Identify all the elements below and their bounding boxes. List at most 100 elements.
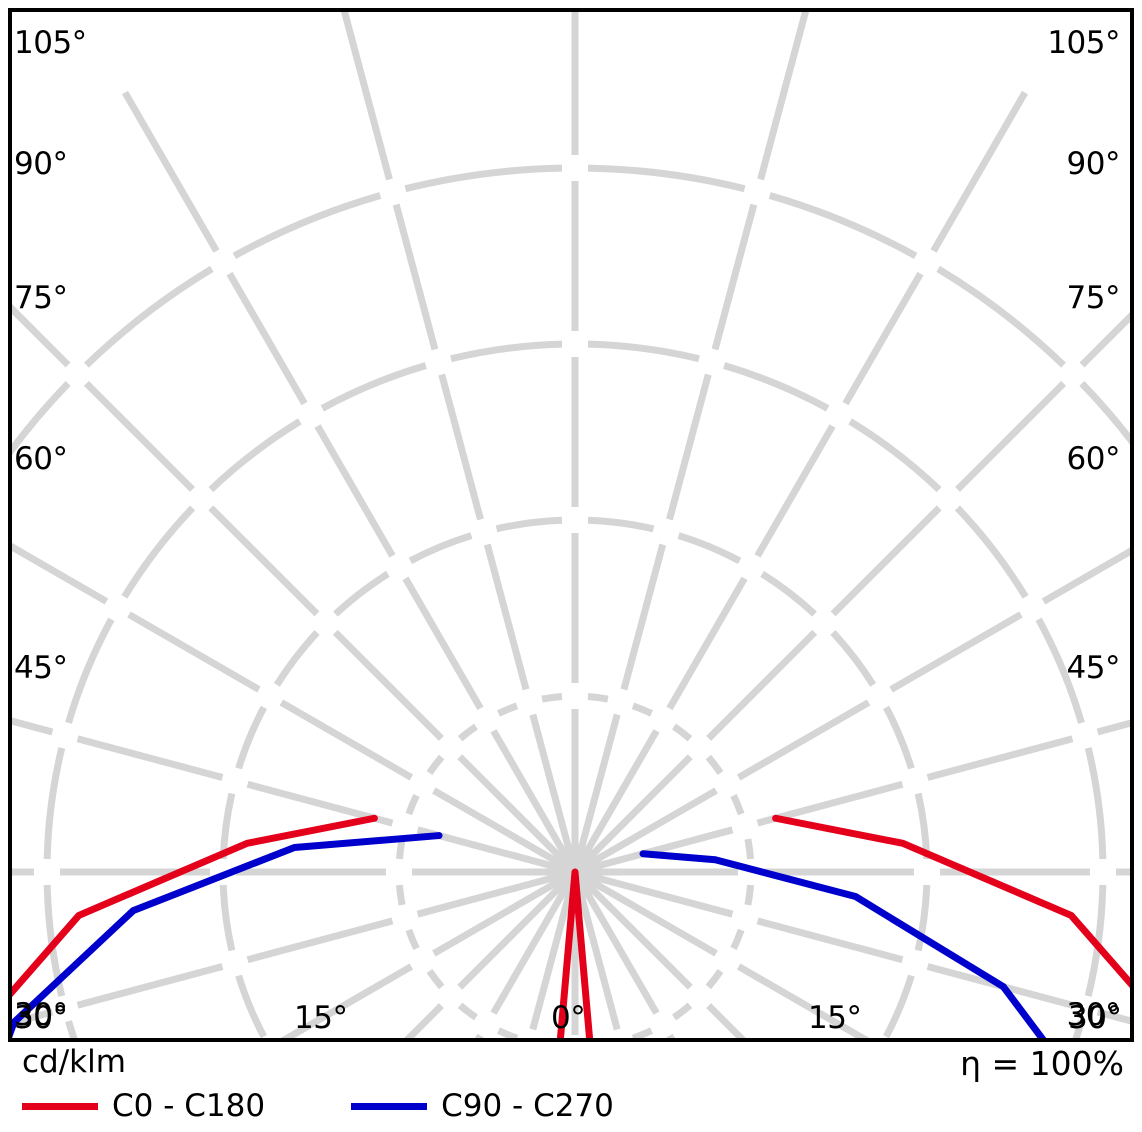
grid-ring xyxy=(333,570,390,617)
grid-ring xyxy=(587,692,609,703)
grid-ring xyxy=(830,630,877,687)
grid-ring xyxy=(43,884,66,997)
grid-spoke xyxy=(573,787,718,876)
grid-ring xyxy=(1084,747,1107,860)
grid-spoke xyxy=(457,869,578,990)
axis-label-right-90: 90° xyxy=(1066,146,1121,182)
grid-spoke xyxy=(842,271,924,406)
axis-label-left-60: 60° xyxy=(14,441,68,477)
grid-ring xyxy=(1035,617,1085,724)
polar-plot-canvas xyxy=(12,12,1130,1038)
grid-ring xyxy=(121,505,196,599)
grid-ring xyxy=(587,164,746,193)
grid-spoke xyxy=(416,826,576,876)
grid-spoke xyxy=(706,1003,746,1038)
grid-ring xyxy=(848,418,942,493)
grid-ring xyxy=(496,702,519,717)
grid-ring xyxy=(587,340,700,363)
grid-spoke xyxy=(432,868,577,957)
grid-ring xyxy=(450,340,563,363)
grid-spoke xyxy=(404,1003,444,1038)
grid-ring xyxy=(541,692,563,703)
grid-ring xyxy=(768,192,918,259)
legend-label-c90-c270: C90 - C270 xyxy=(441,1088,614,1124)
grid-ring xyxy=(495,516,563,533)
grid-spoke xyxy=(76,735,224,781)
grid-spoke xyxy=(529,713,579,873)
grid-ring xyxy=(65,617,115,724)
grid-spoke xyxy=(754,424,836,558)
legend-item-c0-c180[interactable]: C0 - C180 xyxy=(22,1088,265,1124)
legend-row: C0 - C180 C90 - C270 xyxy=(22,1088,614,1124)
legend-item-c90-c270[interactable]: C90 - C270 xyxy=(351,1088,614,1124)
grid-spoke xyxy=(574,826,734,876)
grid-spoke xyxy=(279,699,414,781)
legend-label-c0-c180: C0 - C180 xyxy=(112,1088,266,1124)
grid-ring xyxy=(43,747,66,860)
grid-ring xyxy=(723,362,830,412)
polar-series-group xyxy=(12,814,1130,1038)
polar-grid xyxy=(12,12,1130,1038)
grid-ring xyxy=(395,884,406,906)
grid-ring xyxy=(457,723,478,742)
grid-spoke xyxy=(127,611,261,693)
grid-spoke xyxy=(490,870,579,1015)
grid-spoke xyxy=(620,543,667,691)
grid-ring xyxy=(84,265,214,368)
grid-ring xyxy=(457,1002,478,1021)
grid-spoke xyxy=(121,90,220,253)
grid-spoke xyxy=(457,754,578,875)
grid-spoke xyxy=(392,203,439,351)
grid-ring xyxy=(496,1027,519,1038)
grid-spoke xyxy=(666,373,712,521)
grid-ring xyxy=(405,928,420,951)
grid-ring xyxy=(235,705,267,770)
grid-spoke xyxy=(1079,312,1130,368)
grid-spoke xyxy=(926,735,1074,781)
grid-spoke xyxy=(1041,547,1130,605)
grid-ring xyxy=(631,1027,654,1038)
axis-label-right-30: 30° xyxy=(1066,997,1121,1033)
grid-ring xyxy=(730,793,745,816)
grid-spoke xyxy=(226,271,308,406)
axis-label-bottom-0: 0° xyxy=(551,1000,586,1036)
grid-ring xyxy=(677,532,742,564)
grid-spoke xyxy=(706,629,818,741)
grid-spoke xyxy=(1096,719,1130,736)
grid-ring xyxy=(914,884,931,952)
legend-swatch-red-icon xyxy=(22,1102,98,1110)
axis-label-left-45: 45° xyxy=(14,650,68,686)
grid-spoke xyxy=(711,203,758,351)
grid-ring xyxy=(1079,381,1130,445)
grid-spoke xyxy=(12,304,71,368)
grid-ring xyxy=(631,702,654,717)
axis-label-bottom-30-right: 30° xyxy=(1068,1000,1122,1036)
axis-label-left-30: 30° xyxy=(14,997,68,1033)
efficiency-label: η = 100% xyxy=(960,1044,1124,1083)
grid-spoke xyxy=(756,917,904,964)
unit-label: cd/klm xyxy=(22,1044,126,1080)
grid-ring xyxy=(405,793,420,816)
grid-spoke xyxy=(757,12,810,181)
grid-spoke xyxy=(332,629,444,741)
grid-ring xyxy=(1084,884,1107,997)
grid-spoke xyxy=(76,963,224,1009)
grid-ring xyxy=(208,418,302,493)
legend-area: cd/klm η = 100% C0 - C180 C90 - C270 xyxy=(0,1042,1142,1132)
grid-spoke xyxy=(438,373,484,521)
grid-spoke xyxy=(314,424,396,558)
grid-spoke xyxy=(955,380,1067,492)
grid-ring xyxy=(408,532,473,564)
grid-spoke xyxy=(1096,1008,1130,1025)
grid-spoke xyxy=(12,542,109,605)
grid-ring xyxy=(672,1002,693,1021)
grid-spoke xyxy=(483,543,530,691)
grid-spoke xyxy=(830,505,942,617)
grid-ring xyxy=(760,570,817,617)
grid-ring xyxy=(954,505,1029,599)
grid-ring xyxy=(426,969,445,990)
grid-ring xyxy=(744,838,755,860)
grid-spoke xyxy=(571,871,621,1031)
grid-ring xyxy=(936,265,1066,368)
